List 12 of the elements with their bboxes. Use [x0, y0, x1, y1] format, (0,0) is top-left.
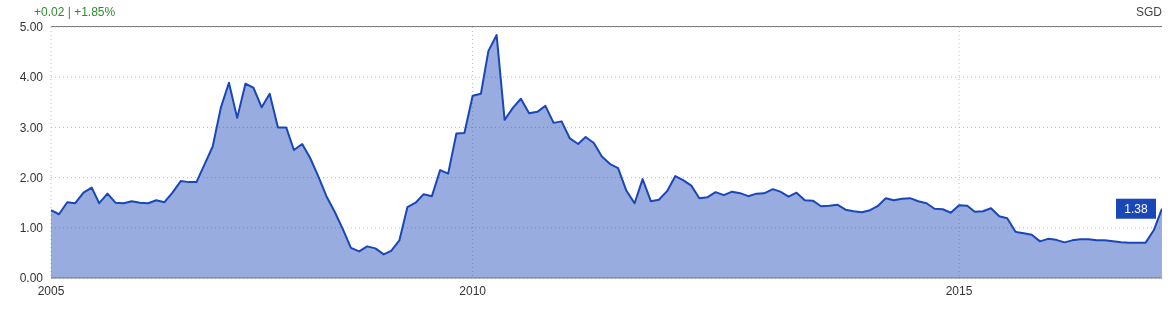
y-tick-label: 2.00 [19, 170, 44, 185]
x-tick-label: 2015 [945, 283, 973, 298]
y-tick-label: 5.00 [19, 20, 44, 35]
text: SGD [1135, 5, 1162, 19]
x-tick-label: 2010 [459, 283, 487, 298]
x-tick-label: 2005 [37, 283, 65, 298]
y-tick-label: 0.00 [19, 271, 44, 286]
annotation: 1.38 [1124, 202, 1148, 217]
y-tick-label: 1.00 [19, 221, 44, 236]
text: +0.02 | +1.85% [34, 5, 116, 19]
y-tick-label: 4.00 [19, 70, 44, 85]
y-tick-label: 3.00 [19, 120, 44, 135]
